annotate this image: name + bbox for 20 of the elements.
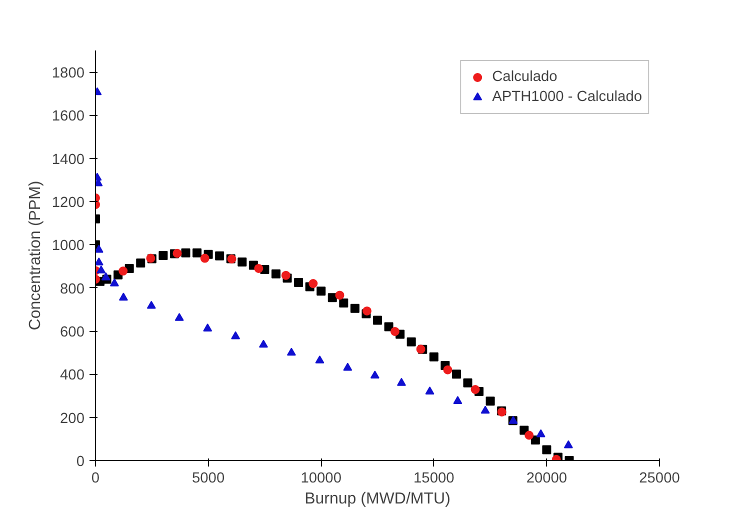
y-axis-title: Concentration (PPM) bbox=[26, 180, 44, 330]
y-tick-label: 200 bbox=[60, 410, 85, 427]
x-tick-label: 5000 bbox=[192, 470, 225, 486]
x-tick-label: 20000 bbox=[526, 470, 568, 486]
x-axis-title: Burnup (MWD/MTU) bbox=[304, 490, 450, 508]
x-tick-label: 10000 bbox=[300, 470, 342, 486]
y-tick-label: 1400 bbox=[52, 152, 85, 168]
y-tick-label: 1000 bbox=[52, 238, 85, 254]
y-tick-label: 1200 bbox=[52, 195, 85, 212]
x-tick-label: 15000 bbox=[414, 470, 454, 486]
y-tick-label: 800 bbox=[60, 281, 85, 298]
y-tick-label: 1600 bbox=[52, 108, 85, 125]
y-tick-label: 0 bbox=[76, 454, 85, 470]
legend-label: APTH1000 - Calculado bbox=[492, 89, 642, 105]
x-tick-label: 0 bbox=[91, 470, 100, 486]
y-tick-label: 400 bbox=[60, 368, 85, 384]
legend-label: Calculado bbox=[492, 69, 558, 85]
y-tick-label: 1800 bbox=[52, 66, 85, 82]
y-tick-label: 600 bbox=[60, 324, 85, 341]
x-tick-label: 25000 bbox=[639, 470, 680, 486]
